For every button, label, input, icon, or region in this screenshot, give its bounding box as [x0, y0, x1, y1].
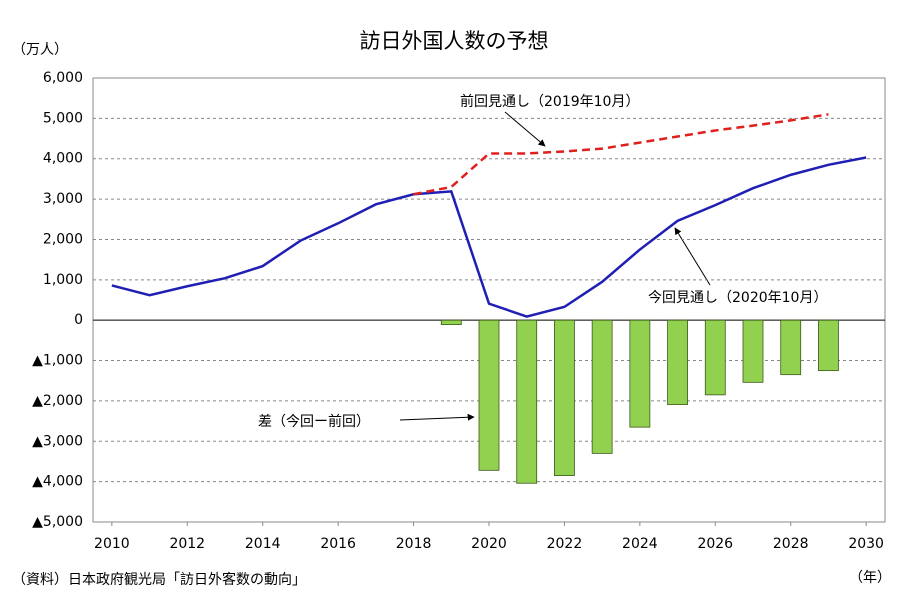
- x-tick-label: 2010: [94, 536, 130, 552]
- source: （資料）日本政府観光局「訪日外客数の動向」: [12, 571, 306, 588]
- bar: [629, 319, 651, 428]
- y-tick-label: 4,000: [43, 151, 83, 167]
- x-tick-label: 2024: [622, 536, 658, 552]
- bar: [704, 319, 726, 396]
- bar: [478, 319, 500, 471]
- y-tick-label: 5,000: [43, 110, 83, 126]
- chart-title: 訪日外国人数の予想: [360, 29, 549, 53]
- y-tick-label: 1,000: [43, 272, 83, 288]
- y-tick-label: ▲1,000: [32, 353, 83, 369]
- y-tick-label: 2,000: [43, 231, 83, 247]
- x-tick-label: 2026: [697, 536, 733, 552]
- line: [413, 113, 829, 196]
- bar: [516, 319, 538, 484]
- line: [111, 156, 867, 318]
- x-tick-label: 2022: [547, 536, 583, 552]
- y-tick-label: 3,000: [43, 191, 83, 207]
- y-axis-label: （万人）: [12, 42, 68, 58]
- y-tick-label: 6,000: [43, 70, 83, 86]
- x-tick-label: 2020: [471, 536, 507, 552]
- y-tick-label: ▲5,000: [32, 514, 83, 530]
- x-tick-label: 2012: [169, 536, 205, 552]
- bar: [742, 319, 764, 383]
- x-tick-label: 2016: [320, 536, 356, 552]
- y-tick-label: ▲4,000: [32, 474, 83, 490]
- bar: [667, 319, 688, 405]
- y-tick-label: 0: [74, 312, 83, 328]
- x-tick-label: 2030: [848, 536, 884, 552]
- x-tick-label: 2018: [396, 536, 432, 552]
- annotation-arrow: [504, 111, 546, 147]
- annotation: 前回見通し（2019年10月）: [460, 93, 639, 110]
- bar: [440, 319, 462, 326]
- y-tick-label: ▲3,000: [32, 433, 83, 449]
- y-tick-label: ▲2,000: [32, 393, 83, 409]
- annotation-arrow: [674, 227, 711, 286]
- annotation-arrow: [399, 413, 475, 421]
- annotation: 今回見通し（2020年10月）: [648, 290, 827, 306]
- x-tick-label: 2028: [773, 536, 809, 552]
- x-tick-label: 2014: [245, 536, 281, 552]
- bar: [818, 319, 839, 372]
- x-axis-label: （年）: [849, 570, 891, 586]
- bar: [591, 319, 613, 454]
- annotation: 差（今回ー前回）: [258, 413, 370, 430]
- bar: [554, 319, 575, 476]
- bar: [780, 319, 802, 376]
